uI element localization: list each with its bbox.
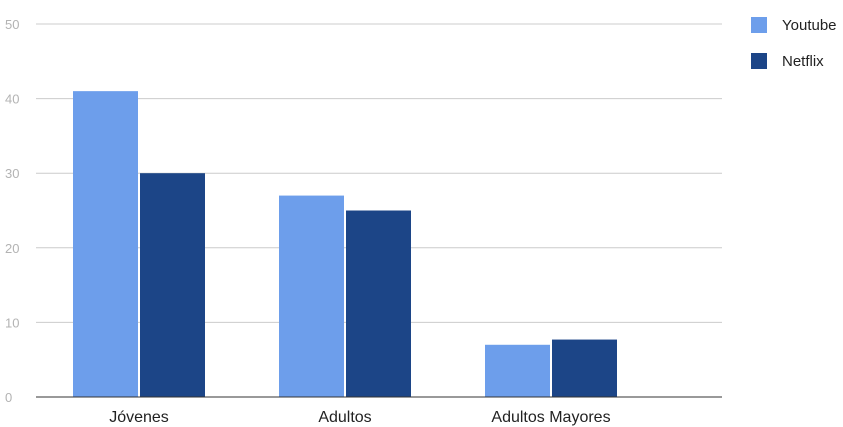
x-category-label: Jóvenes [109, 409, 169, 426]
bar-netflix-2 [552, 339, 617, 397]
bar-youtube-0 [73, 91, 138, 397]
legend-label-youtube: Youtube [782, 17, 837, 34]
legend-swatch-youtube [751, 17, 767, 33]
y-tick-label: 50 [5, 17, 19, 32]
y-tick-label: 40 [5, 92, 19, 107]
x-axis-categories: Jóvenes Adultos Adultos Mayores [109, 409, 610, 426]
y-axis-ticks: 0 10 20 30 40 50 [5, 17, 19, 405]
bars [73, 91, 617, 397]
bar-youtube-1 [279, 195, 344, 397]
y-tick-label: 0 [5, 390, 12, 405]
y-tick-label: 10 [5, 315, 19, 330]
legend-swatch-netflix [751, 53, 767, 69]
x-category-label: Adultos Mayores [491, 409, 610, 426]
bar-netflix-0 [140, 173, 205, 397]
bar-netflix-1 [346, 210, 411, 397]
legend-label-netflix: Netflix [782, 53, 824, 70]
y-tick-label: 30 [5, 166, 19, 181]
x-category-label: Adultos [318, 409, 371, 426]
bar-youtube-2 [485, 344, 550, 397]
legend: Youtube Netflix [751, 17, 837, 70]
y-tick-label: 20 [5, 241, 19, 256]
